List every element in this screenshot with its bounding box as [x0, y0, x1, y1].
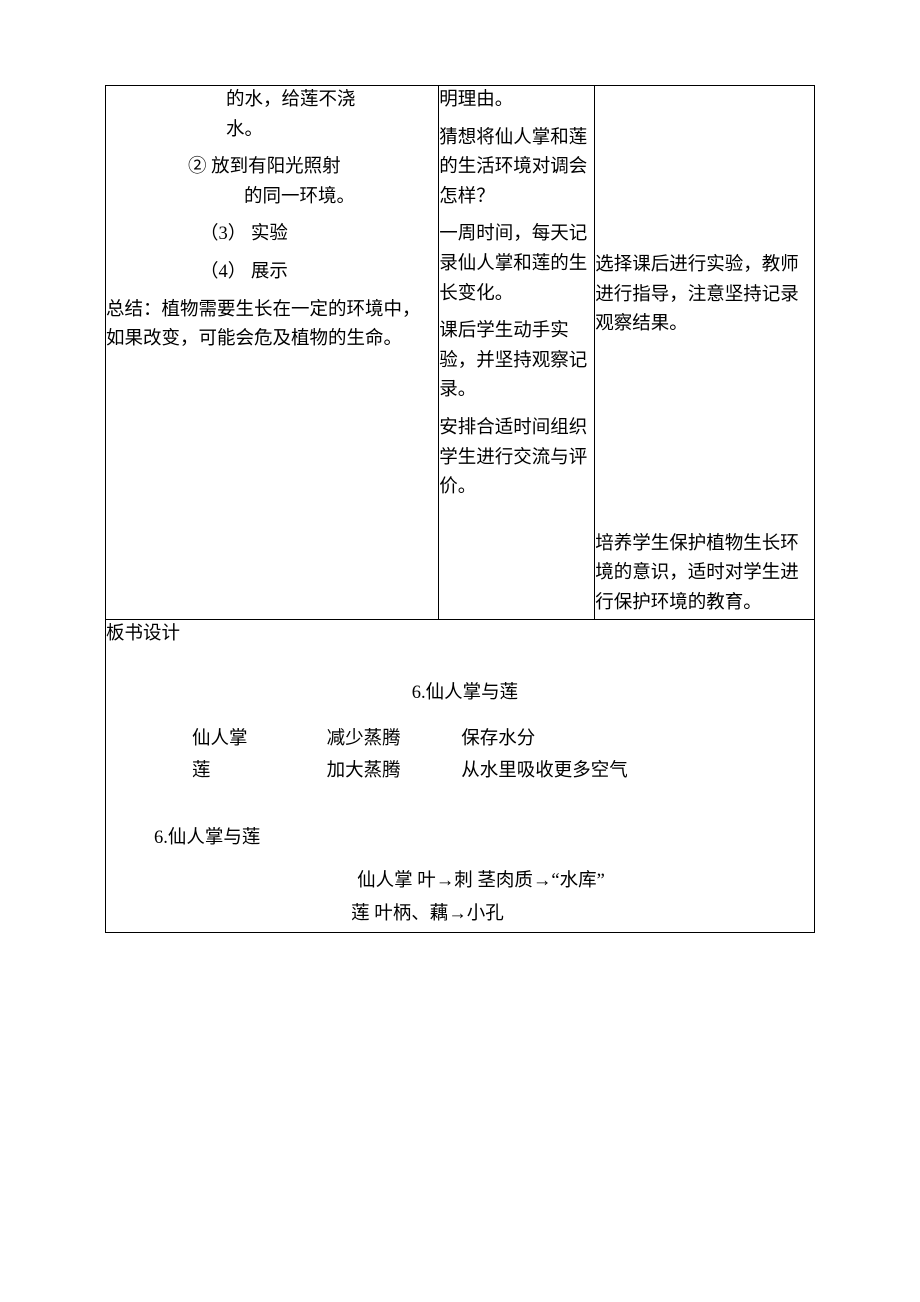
board-row: 仙人掌 减少蒸腾 保存水分 [106, 723, 814, 755]
numbered-item: （4） 展示 [106, 258, 438, 288]
board-row: 莲 加大蒸腾 从水里吸收更多空气 [106, 755, 814, 787]
teacher-activity-cell: 的水，给莲不浇 水。 ② 放到有阳光照射 的同一环境。 （3） 实验 （4） 展… [106, 86, 439, 620]
board-action: 减少蒸腾 [327, 723, 457, 755]
bullet-item: 的水，给莲不浇 [106, 86, 438, 116]
board-label: 仙人掌 [192, 723, 322, 755]
numbered-item: （3） 实验 [106, 220, 438, 250]
board-design-title: 板书设计 [106, 620, 814, 650]
board-result: 从水里吸收更多空气 [461, 755, 628, 787]
board-result: 保存水分 [461, 723, 535, 755]
board-line: 莲 叶柄、藕→小孔 [106, 898, 814, 931]
bullet-item-cont: 水。 [106, 116, 438, 146]
para-text: 选择课后进行实验，教师进行指导，注意坚持记录观察结果。 [595, 251, 814, 340]
student-activity-cell: 明理由。 猜想将仙人掌和莲的生活环境对调会怎样？ 一周时间，每天记录仙人掌和莲的… [439, 86, 595, 620]
para-text: 培养学生保护植物生长环境的意识，适时对学生进行保护环境的教育。 [595, 530, 814, 619]
board-action: 加大蒸腾 [327, 755, 457, 787]
board-design-cell: 板书设计 6.仙人掌与莲 仙人掌 减少蒸腾 保存水分 莲 加大蒸腾 从水里吸收更… [106, 619, 815, 932]
board-section-title: 6.仙人掌与莲 [106, 679, 814, 709]
para-text: 明理由。 [439, 86, 594, 116]
board-line: 仙人掌 叶→刺 茎肉质→“水库” [106, 865, 814, 898]
table-row-content: 的水，给莲不浇 水。 ② 放到有阳光照射 的同一环境。 （3） 实验 （4） 展… [106, 86, 815, 620]
lesson-plan-table: 的水，给莲不浇 水。 ② 放到有阳光照射 的同一环境。 （3） 实验 （4） 展… [105, 85, 815, 933]
para-text: 课后学生动手实验，并坚持观察记录。 [439, 317, 594, 406]
table-row-board: 板书设计 6.仙人掌与莲 仙人掌 减少蒸腾 保存水分 莲 加大蒸腾 从水里吸收更… [106, 619, 815, 932]
bullet-item-cont: 的同一环境。 [106, 183, 438, 213]
summary-text: 总结：植物需要生长在一定的环境中，如果改变，可能会危及植物的生命。 [106, 296, 438, 355]
para-text: 猜想将仙人掌和莲的生活环境对调会怎样？ [439, 124, 594, 213]
design-intent-cell: 选择课后进行实验，教师进行指导，注意坚持记录观察结果。 培养学生保护植物生长环境… [595, 86, 815, 620]
para-text: 一周时间，每天记录仙人掌和莲的生长变化。 [439, 220, 594, 309]
para-text: 安排合适时间组织学生进行交流与评价。 [439, 414, 594, 503]
board-label: 莲 [192, 755, 322, 787]
board-section2-title: 6.仙人掌与莲 [106, 824, 814, 854]
bullet-item: ② 放到有阳光照射 [106, 153, 438, 183]
